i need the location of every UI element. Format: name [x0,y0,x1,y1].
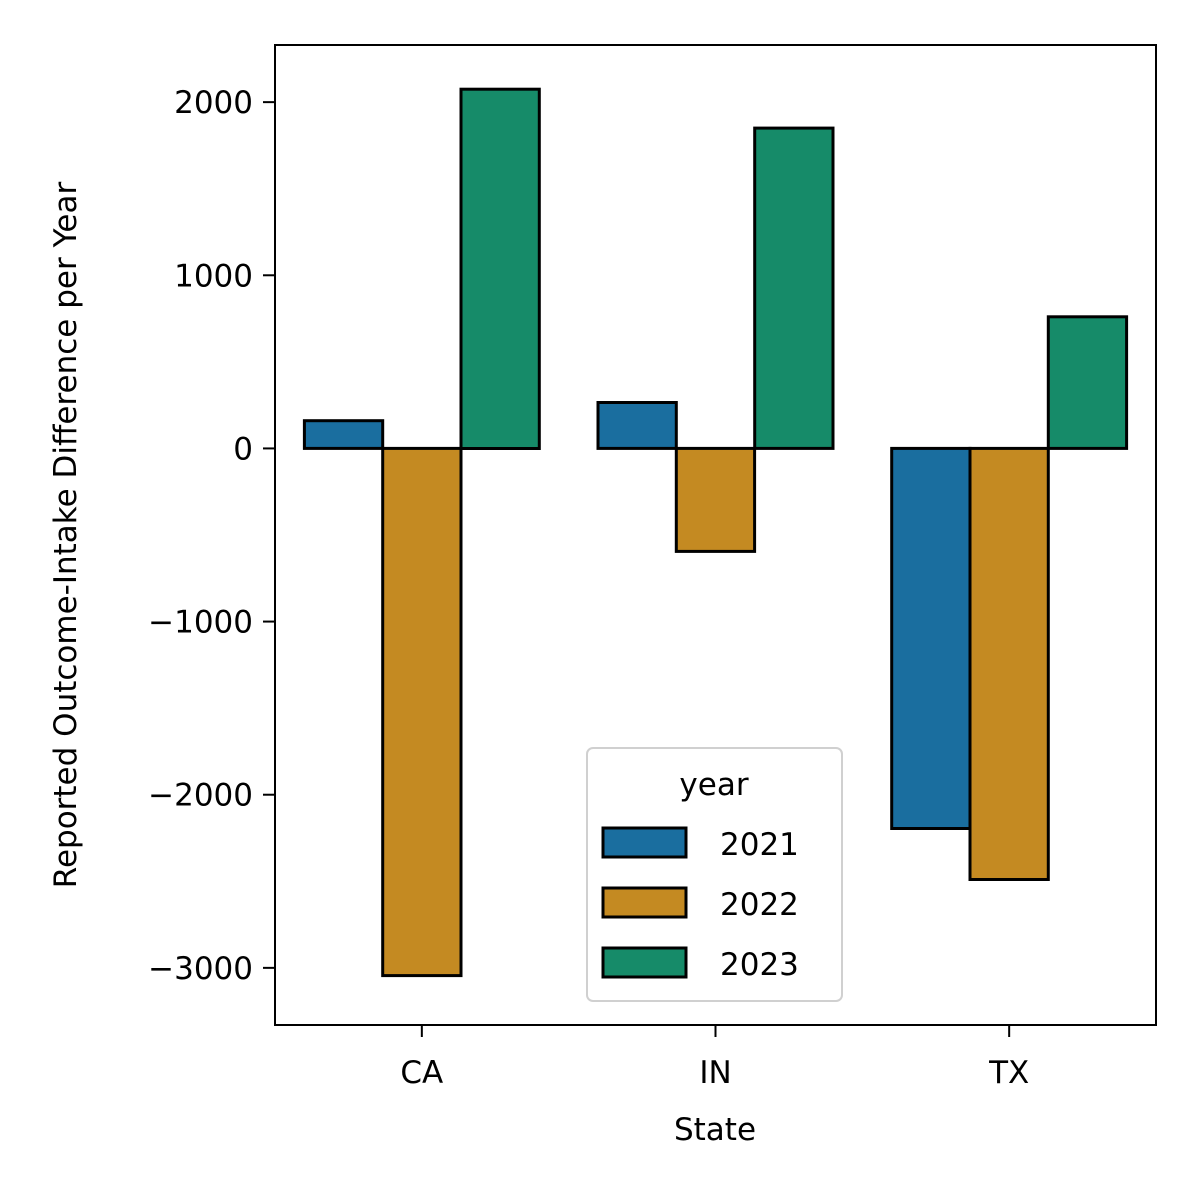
bar-TX-2022 [968,446,1050,881]
legend-label-2022: 2022 [720,887,799,923]
bar-TX-2021 [890,446,972,830]
legend-box [586,747,843,1002]
legend-label-2021: 2021 [720,827,799,863]
legend-swatch-2023 [601,946,688,979]
bar-CA-2022 [381,446,463,978]
x-tick-label: IN [699,1055,731,1091]
x-tick-label: CA [400,1055,443,1091]
x-axis: CA IN TX [400,1025,1029,1091]
bar-TX-2023 [1046,315,1129,450]
bar-IN-2022 [674,446,757,553]
legend-swatch-2021 [601,826,688,859]
legend-swatch-2022 [601,886,688,919]
legend: year 2021 2022 2023 [586,747,843,1002]
bar-CA-2023 [459,87,541,450]
y-axis-title: Reported Outcome-Intake Difference per Y… [48,182,84,889]
bar-CA-2021 [302,419,385,450]
y-tick-label: 0 [233,431,253,467]
y-axis: −3000 −2000 −1000 0 1000 2000 [148,85,275,987]
x-axis-title: State [674,1112,756,1148]
y-tick-label: 2000 [174,85,253,121]
y-tick-label: −3000 [148,951,253,987]
legend-label-2023: 2023 [720,947,799,983]
legend-title: year [679,767,748,803]
y-tick-label: 1000 [174,258,253,294]
bar-IN-2023 [753,126,835,450]
bar-IN-2021 [596,401,678,450]
y-tick-label: −1000 [148,605,253,641]
x-tick-label: TX [988,1055,1029,1091]
y-tick-label: −2000 [148,778,253,814]
bars-layer [302,87,1129,978]
